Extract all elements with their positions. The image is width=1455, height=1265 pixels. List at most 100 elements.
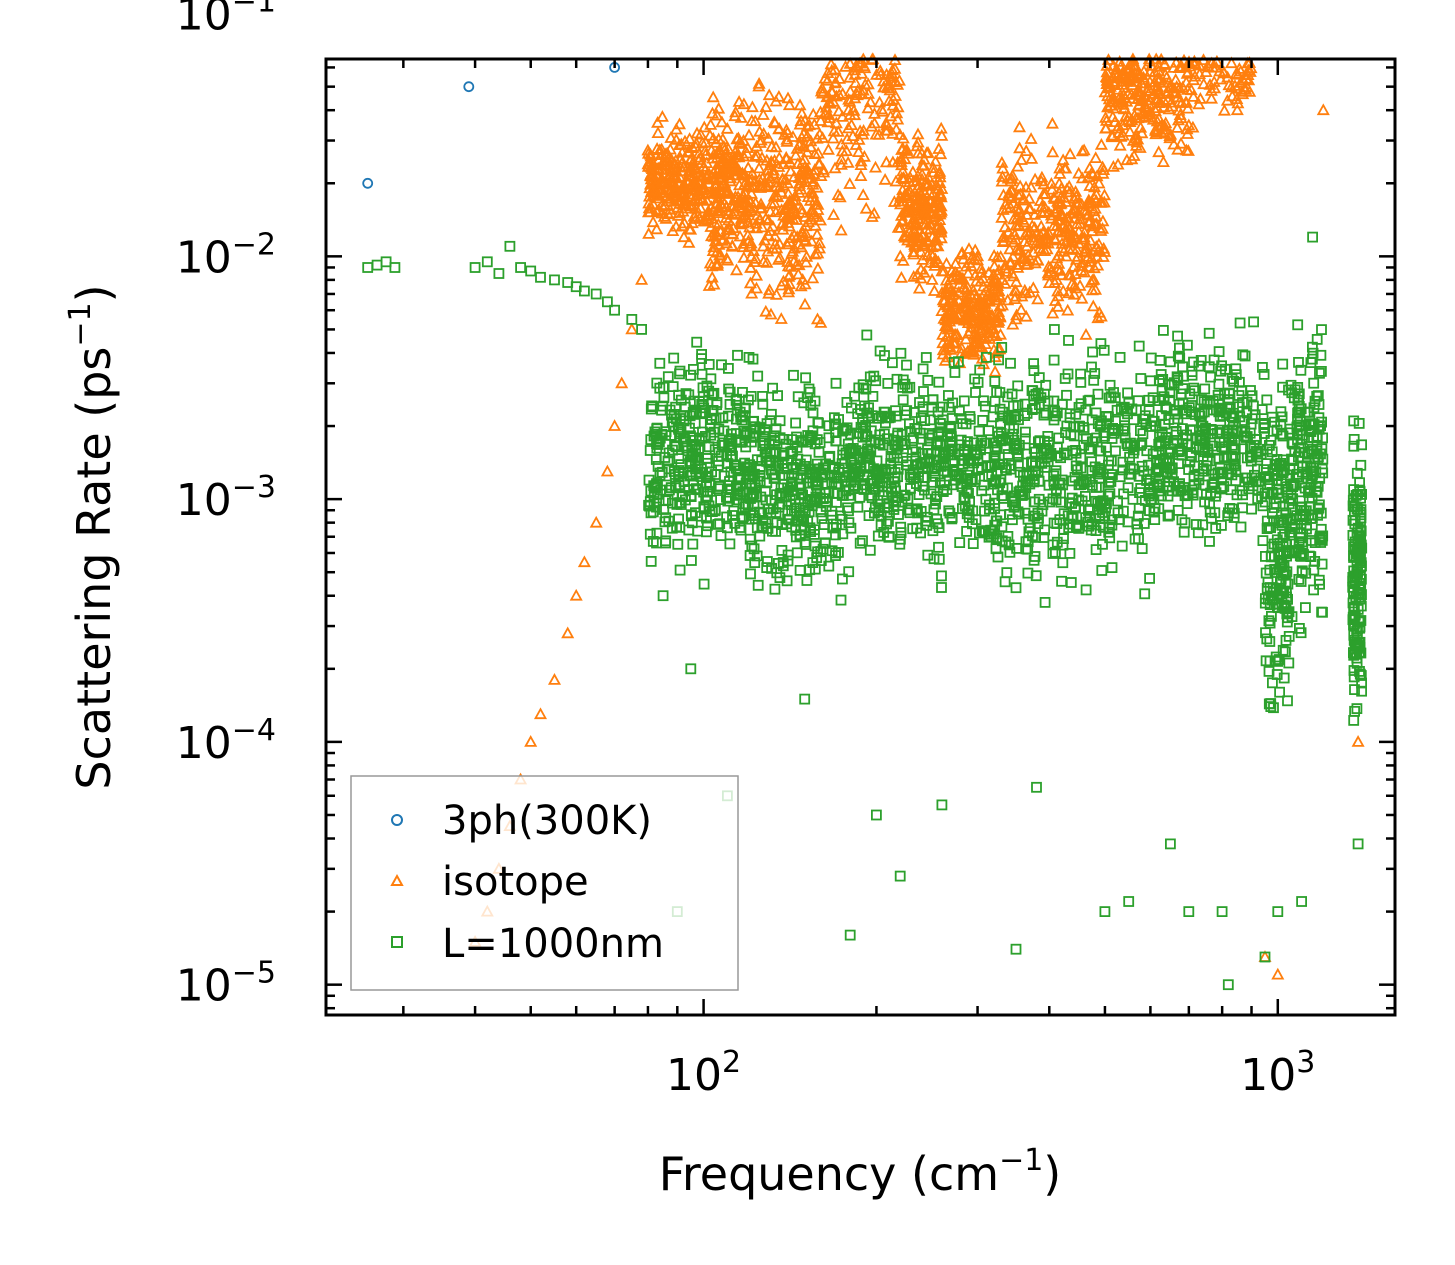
- scatter-point: [589, 515, 603, 528]
- scatter-point: [752, 161, 766, 174]
- scatter-point: [1291, 421, 1303, 433]
- scatter-point: [1087, 261, 1101, 274]
- scatter-point: [1298, 549, 1309, 560]
- scatter-point: [890, 410, 902, 422]
- scatter-point: [1164, 95, 1178, 108]
- scatter-point: [1072, 166, 1086, 179]
- scatter-point: [892, 427, 904, 439]
- scatter-point: [1055, 236, 1069, 249]
- scatter-point: [957, 455, 968, 466]
- scatter-point: [906, 165, 920, 178]
- scatter-point: [931, 513, 943, 525]
- scatter-point: [1204, 84, 1218, 96]
- scatter-point: [1028, 390, 1039, 402]
- scatter-point: [1236, 87, 1250, 100]
- scatter-point: [831, 487, 843, 499]
- scatter-point: [1077, 143, 1091, 156]
- scatter-point: [1214, 424, 1226, 436]
- scatter-point: [1049, 204, 1063, 217]
- scatter-point: [723, 155, 737, 168]
- scatter-point: [811, 261, 825, 274]
- scatter-point: [1190, 519, 1202, 530]
- scatter-point: [749, 196, 763, 209]
- scatter-point: [722, 167, 736, 180]
- scatter-point: [1091, 244, 1105, 257]
- scatter-point: [1273, 590, 1285, 602]
- scatter-point: [1091, 432, 1103, 444]
- scatter-point: [927, 284, 941, 296]
- scatter-point: [868, 160, 883, 173]
- scatter-point: [1173, 458, 1184, 470]
- scatter-point: [1070, 444, 1081, 456]
- legend-marker-isotope: [390, 873, 404, 886]
- scatter-point: [704, 479, 715, 491]
- scatter-point: [1099, 110, 1113, 123]
- scatter-point: [1096, 160, 1110, 173]
- scatter-point: [635, 273, 649, 285]
- scatter-point: [1003, 257, 1017, 270]
- scatter-point: [851, 427, 863, 439]
- scatter-point: [661, 194, 675, 207]
- scatter-point: [770, 188, 784, 201]
- scatter-point: [712, 132, 726, 145]
- scatter-point: [1144, 573, 1155, 584]
- scatter-point: [1002, 412, 1014, 424]
- scatter-point: [761, 228, 776, 241]
- scatter-point: [760, 153, 774, 166]
- scatter-point: [1316, 365, 1327, 377]
- scatter-point: [1352, 522, 1364, 534]
- scatter-point: [1078, 478, 1090, 490]
- scatter-point: [936, 347, 950, 360]
- scatter-point: [872, 530, 884, 542]
- scatter-point: [725, 238, 739, 251]
- scatter-point: [469, 262, 481, 273]
- scatter-point: [856, 188, 870, 201]
- scatter-point: [987, 279, 1001, 292]
- scatter-point: [1257, 361, 1268, 373]
- scatter-point: [1315, 349, 1327, 361]
- scatter-point: [734, 111, 748, 123]
- scatter-point: [931, 491, 943, 503]
- scatter-point: [936, 343, 950, 356]
- scatter-point: [1300, 602, 1311, 613]
- scatter-point: [829, 89, 844, 102]
- scatter-point: [995, 509, 1006, 521]
- legend-label-boundary: L=1000nm: [442, 921, 664, 967]
- scatter-point: [904, 469, 916, 481]
- scatter-point: [995, 155, 1009, 168]
- scatter-point: [1356, 677, 1367, 689]
- scatter-point: [1067, 191, 1081, 204]
- scatter-point: [724, 386, 736, 398]
- scatter-point: [933, 376, 945, 388]
- scatter-point: [1002, 189, 1016, 202]
- scatter-point: [837, 425, 848, 437]
- scatter-point: [673, 453, 685, 465]
- scatter-point: [785, 207, 799, 220]
- scatter-point: [777, 560, 789, 572]
- scatter-point: [796, 140, 811, 152]
- scatter-point: [832, 88, 846, 100]
- scatter-point: [832, 72, 847, 84]
- scatter-point: [1086, 518, 1098, 530]
- scatter-point: [709, 258, 723, 270]
- scatter-point: [651, 423, 663, 435]
- scatter-point: [897, 171, 911, 183]
- scatter-point: [929, 209, 943, 222]
- scatter-point: [1080, 404, 1092, 416]
- scatter-point: [743, 276, 757, 289]
- scatter-point: [1348, 484, 1359, 496]
- scatter-point: [889, 122, 903, 135]
- scatter-point: [994, 403, 1006, 415]
- scatter-point: [1051, 262, 1065, 275]
- scatter-point: [1349, 684, 1360, 695]
- scatter-point: [824, 450, 836, 462]
- scatter-point: [1039, 388, 1050, 400]
- scatter-point: [655, 174, 669, 187]
- scatter-point: [1050, 410, 1062, 422]
- scatter-point: [933, 459, 945, 471]
- scatter-point: [504, 240, 516, 252]
- scatter-point: [1033, 493, 1045, 505]
- scatter-point: [1246, 413, 1258, 425]
- scatter-point: [867, 483, 879, 495]
- scatter-point: [784, 164, 798, 177]
